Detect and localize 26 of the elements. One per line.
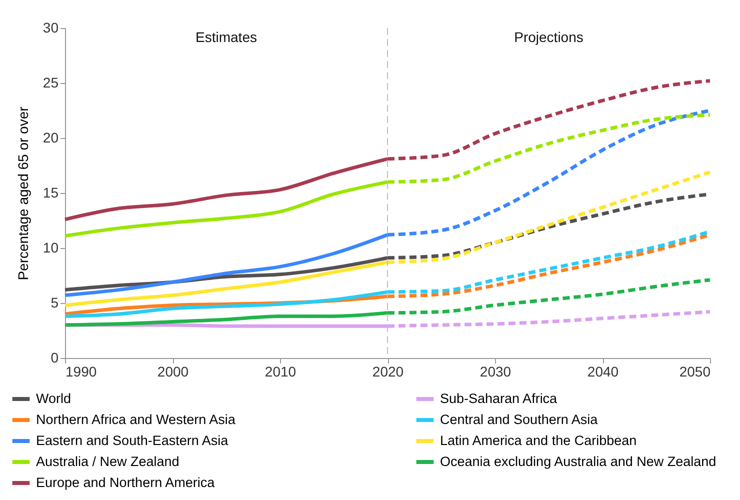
x-tick-label: 2010 (264, 364, 296, 380)
legend-label: Oceania excluding Australia and New Zealand (440, 454, 716, 469)
annotation: Estimates (196, 29, 257, 45)
y-tick-label: 0 (50, 350, 59, 366)
y-tick-label: 10 (42, 240, 59, 256)
x-tick-label: 2050 (679, 364, 711, 380)
legend-label: World (36, 391, 72, 406)
x-tick-label: 2020 (372, 364, 404, 380)
y-tick-label: 5 (50, 294, 59, 310)
legend-label: Northern Africa and Western Asia (36, 412, 236, 427)
y-axis-title: Percentage aged 65 or over (14, 106, 31, 280)
x-tick-label: 2030 (480, 364, 512, 380)
y-tick-label: 15 (42, 184, 59, 200)
y-tick-label: 25 (42, 74, 59, 90)
annotation: Projections (514, 29, 584, 45)
x-tick-label: 2040 (587, 364, 619, 380)
y-tick-label: 30 (42, 20, 59, 36)
x-tick-label: 2000 (157, 364, 189, 380)
legend-label: Sub-Saharan Africa (440, 391, 558, 406)
legend-label: Eastern and South-Eastern Asia (36, 433, 229, 448)
y-tick-label: 20 (42, 130, 59, 146)
legend-label: Latin America and the Caribbean (440, 433, 637, 448)
legend-label: Europe and Northern America (36, 475, 216, 490)
x-tick-label: 1990 (66, 364, 97, 380)
legend-label: Australia / New Zealand (36, 454, 180, 469)
legend-label: Central and Southern Asia (440, 412, 598, 427)
